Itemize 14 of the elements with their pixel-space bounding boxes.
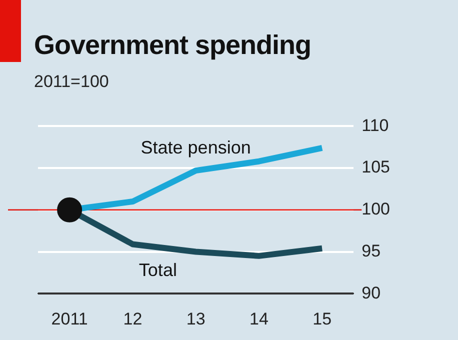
- y-tick-label: 110: [362, 116, 389, 135]
- series-label: Total: [138, 260, 177, 280]
- series-label: State pension: [140, 138, 251, 158]
- chart-title: Government spending: [34, 30, 312, 61]
- chart-subtitle: 2011=100: [34, 72, 109, 92]
- x-tick-label: 13: [186, 309, 206, 328]
- y-tick-label: 105: [362, 158, 390, 177]
- y-tick-label: 100: [362, 200, 390, 219]
- y-tick-label: 95: [362, 241, 381, 260]
- y-tick-label: 90: [362, 283, 381, 302]
- x-tick-label: 14: [249, 309, 268, 328]
- x-tick-label: 2011: [51, 309, 88, 328]
- x-tick-label: 12: [123, 309, 142, 328]
- x-tick-label: 15: [312, 309, 332, 328]
